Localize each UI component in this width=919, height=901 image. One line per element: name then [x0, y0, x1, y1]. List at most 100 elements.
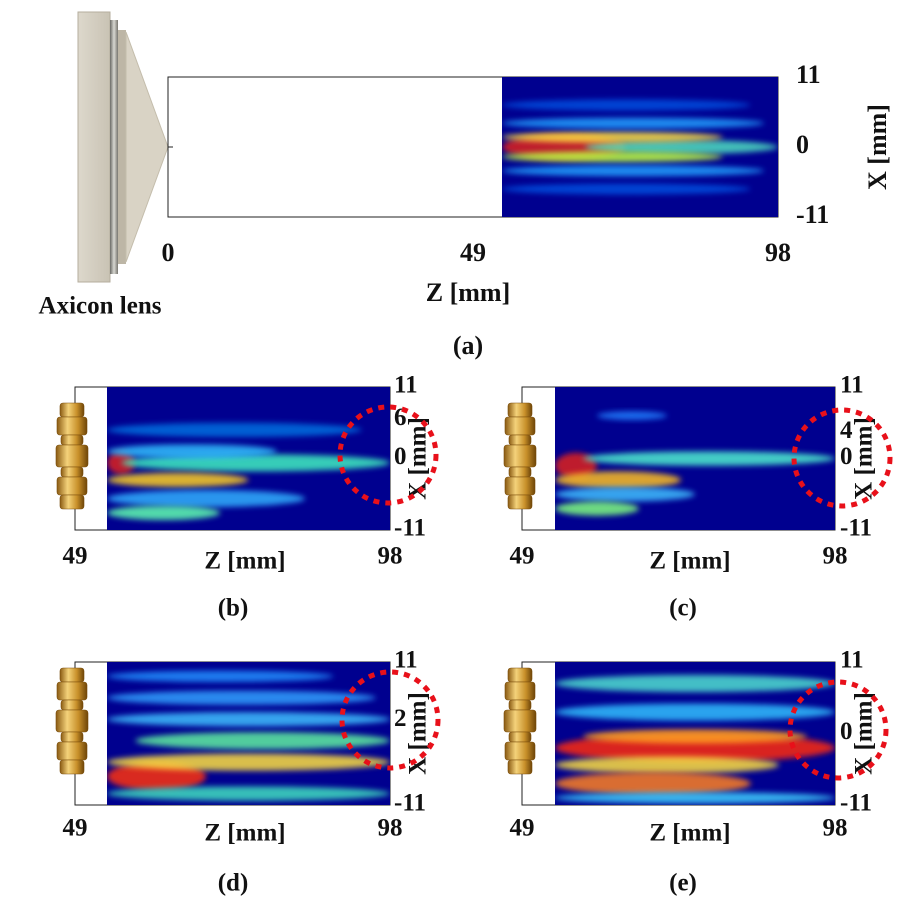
y-tick-label: 11	[840, 647, 864, 674]
connector-part	[507, 667, 533, 683]
lens-label: Axicon lens	[39, 293, 162, 320]
connector-part	[508, 731, 532, 743]
y-axis-label: X [mm]	[405, 417, 432, 500]
field-streak	[502, 165, 765, 177]
x-tick-label: 98	[823, 815, 848, 842]
y-axis-label: X [mm]	[405, 692, 432, 775]
field-streak	[107, 670, 334, 683]
field-streak	[502, 183, 751, 195]
x-tick-label: 49	[510, 815, 535, 842]
x-axis-label: Z [mm]	[649, 820, 730, 847]
field-streak	[107, 690, 376, 705]
connector-part	[59, 667, 85, 683]
connector-part	[55, 444, 89, 468]
y-axis-label: X [mm]	[863, 104, 892, 190]
connector-part	[60, 699, 84, 711]
y-tick-label: 0	[796, 130, 809, 159]
panel-caption: (c)	[669, 595, 697, 622]
y-axis-label: X [mm]	[851, 417, 878, 500]
connector-part	[56, 741, 88, 761]
highlight-circle	[791, 407, 893, 509]
x-tick-label: 49	[460, 238, 486, 267]
connector-part	[59, 402, 85, 418]
connector-part	[55, 709, 89, 733]
x-axis-label: Z [mm]	[204, 548, 285, 575]
field-streak	[135, 732, 390, 750]
connector-part	[56, 416, 88, 436]
field-streak	[107, 786, 390, 801]
sma-connector	[503, 402, 537, 510]
connector-part	[507, 494, 533, 510]
y-tick-label: 4	[840, 417, 853, 444]
panel-caption: (a)	[453, 331, 483, 360]
connector-part	[56, 476, 88, 496]
connector-part	[508, 466, 532, 478]
field-map	[502, 77, 778, 217]
field-map	[107, 662, 390, 805]
x-axis-label: Z [mm]	[204, 820, 285, 847]
field-streak	[107, 489, 306, 508]
connector-part	[60, 466, 84, 478]
sma-connector	[55, 667, 89, 775]
x-tick-label: 49	[63, 815, 88, 842]
y-tick-label: -11	[394, 790, 426, 817]
y-tick-label: 11	[840, 372, 864, 399]
field-streak	[555, 792, 835, 804]
field-streak	[502, 131, 723, 143]
connector-part	[59, 759, 85, 775]
connector-part	[59, 494, 85, 510]
y-tick-label: 11	[394, 372, 418, 399]
field-streak	[107, 753, 390, 771]
y-tick-label: -11	[394, 515, 426, 542]
sma-connector	[55, 402, 89, 510]
x-tick-label: 98	[378, 815, 403, 842]
y-axis-label: X [mm]	[851, 692, 878, 775]
field-streak	[107, 472, 249, 488]
highlight-circle	[787, 679, 889, 781]
axicon-lens	[77, 11, 169, 283]
x-tick-label: 0	[162, 238, 175, 267]
field-streak	[555, 501, 639, 516]
field-streak	[107, 712, 390, 727]
field-streak	[555, 487, 695, 502]
y-tick-label: 0	[394, 443, 407, 470]
y-tick-label: 11	[394, 647, 418, 674]
connector-part	[503, 444, 537, 468]
x-tick-label: 49	[63, 543, 88, 570]
y-tick-label: 0	[840, 718, 853, 745]
connector-part	[507, 402, 533, 418]
panel-caption: (d)	[218, 870, 249, 897]
panel-caption: (e)	[669, 870, 697, 897]
y-tick-label: 11	[796, 60, 821, 89]
y-tick-label: 2	[394, 705, 407, 732]
connector-part	[508, 434, 532, 446]
field-streak	[107, 505, 221, 520]
field-streak	[555, 674, 835, 693]
field-streak	[107, 422, 362, 438]
connector-part	[503, 709, 537, 733]
field-streak	[597, 411, 667, 420]
connector-part	[60, 731, 84, 743]
panel-caption: (b)	[218, 595, 249, 622]
connector-part	[504, 476, 536, 496]
connector-part	[504, 681, 536, 701]
y-tick-label: -11	[840, 790, 872, 817]
connector-part	[56, 681, 88, 701]
connector-part	[504, 416, 536, 436]
field-streak	[502, 151, 723, 163]
field-streak	[555, 772, 751, 795]
field-map	[107, 387, 390, 530]
connector-part	[507, 759, 533, 775]
field-streak	[555, 471, 681, 489]
x-axis-label: Z [mm]	[426, 278, 510, 307]
x-tick-label: 98	[823, 543, 848, 570]
x-axis-label: Z [mm]	[649, 548, 730, 575]
highlight-circle	[339, 669, 441, 771]
field-streak	[555, 756, 779, 774]
field-streak	[583, 451, 835, 466]
y-tick-label: 0	[840, 443, 853, 470]
field-streak	[584, 140, 778, 154]
y-tick-label: -11	[796, 200, 829, 229]
y-tick-label: -11	[840, 515, 872, 542]
